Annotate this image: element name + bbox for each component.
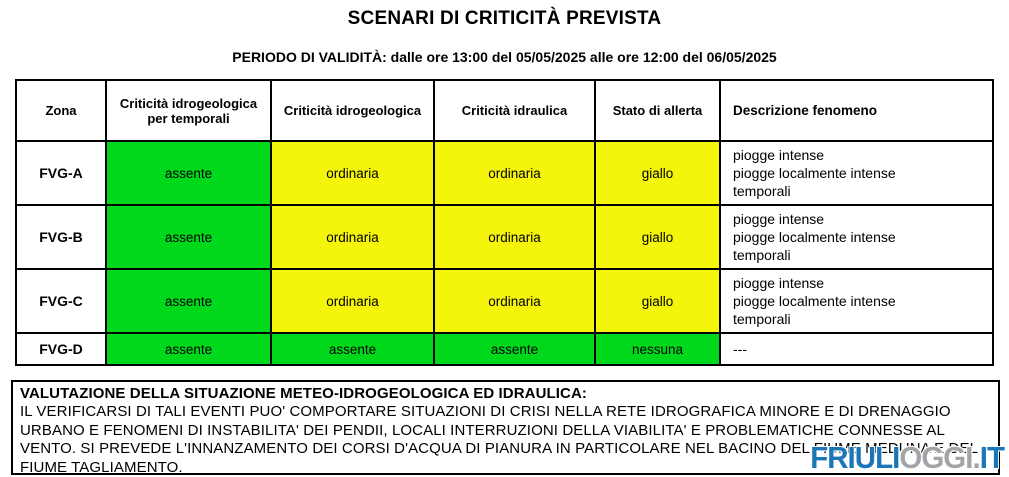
criticita-idrogeologica-cell: ordinaria: [270, 204, 435, 270]
descrizione-cell: piogge intense piogge localmente intense…: [719, 268, 994, 334]
stato-allerta-cell: giallo: [594, 140, 721, 206]
col-header-stato-allerta: Stato di allerta: [594, 79, 721, 142]
criticita-idraulica-cell: ordinaria: [433, 204, 596, 270]
descrizione-line: temporali: [733, 247, 791, 263]
table-row-fvg-b: FVG-B assente ordinaria ordinaria giallo…: [15, 204, 994, 270]
col-header-descrizione: Descrizione fenomeno: [719, 79, 994, 142]
zone-label: FVG-C: [15, 268, 107, 334]
criticita-temporali-cell: assente: [105, 204, 272, 270]
criticita-idrogeologica-cell: assente: [270, 332, 435, 366]
header-row: Zona Criticità idrogeologica per tempora…: [15, 79, 994, 142]
valutazione-body: IL VERIFICARSI DI TALI EVENTI PUO' COMPO…: [20, 403, 978, 476]
criticita-temporali-cell: assente: [105, 332, 272, 366]
table-row-fvg-c: FVG-C assente ordinaria ordinaria giallo…: [15, 268, 994, 334]
stato-allerta-cell: giallo: [594, 268, 721, 334]
criticita-idrogeologica-cell: ordinaria: [270, 140, 435, 206]
descrizione-line: piogge localmente intense: [733, 293, 896, 309]
descrizione-cell: ---: [719, 332, 994, 366]
col-header-criticita-temporali: Criticità idrogeologica per temporali: [105, 79, 272, 142]
descrizione-line: piogge intense: [733, 275, 825, 291]
criticita-temporali-cell: assente: [105, 268, 272, 334]
valutazione-box: VALUTAZIONE DELLA SITUAZIONE METEO-IDROG…: [11, 380, 1000, 476]
stato-allerta-cell: giallo: [594, 204, 721, 270]
descrizione-line: ---: [733, 341, 747, 357]
criticita-idrogeologica-cell: ordinaria: [270, 268, 435, 334]
col-header-criticita-idraulica: Criticità idraulica: [433, 79, 596, 142]
zone-label: FVG-B: [15, 204, 107, 270]
table-row-fvg-d: FVG-D assente assente assente nessuna --…: [15, 332, 994, 366]
criticita-idraulica-cell: ordinaria: [433, 140, 596, 206]
valutazione-heading: VALUTAZIONE DELLA SITUAZIONE METEO-IDROG…: [20, 385, 588, 402]
zone-label: FVG-D: [15, 332, 107, 366]
descrizione-line: temporali: [733, 183, 791, 199]
logo-part-dot: .: [972, 440, 980, 475]
validity-period-subtitle: PERIODO DI VALIDITÀ: dalle ore 13:00 del…: [232, 49, 777, 65]
friulioggi-logo: FRIULIOGGI.IT: [810, 440, 1005, 476]
col-header-criticita-idrogeologica: Criticità idrogeologica: [270, 79, 435, 142]
page-title: SCENARI DI CRITICITÀ PREVISTA: [347, 8, 662, 29]
descrizione-line: piogge intense: [733, 211, 825, 227]
table-row-fvg-a: FVG-A assente ordinaria ordinaria giallo…: [15, 140, 994, 206]
logo-part-it: IT: [979, 440, 1005, 475]
descrizione-line: temporali: [733, 311, 791, 327]
logo-part-oggi: OGGI: [899, 440, 973, 475]
logo-part-friuli: FRIULI: [810, 440, 900, 475]
descrizione-line: piogge localmente intense: [733, 165, 896, 181]
col-header-zona: Zona: [15, 79, 107, 142]
descrizione-cell: piogge intense piogge localmente intense…: [719, 204, 994, 270]
criticita-idraulica-cell: ordinaria: [433, 268, 596, 334]
criticita-temporali-cell: assente: [105, 140, 272, 206]
zone-label: FVG-A: [15, 140, 107, 206]
stato-allerta-cell: nessuna: [594, 332, 721, 366]
descrizione-line: piogge intense: [733, 147, 825, 163]
descrizione-cell: piogge intense piogge localmente intense…: [719, 140, 994, 206]
criticality-table: Zona Criticità idrogeologica per tempora…: [15, 79, 994, 366]
descrizione-line: piogge localmente intense: [733, 229, 896, 245]
criticita-idraulica-cell: assente: [433, 332, 596, 366]
